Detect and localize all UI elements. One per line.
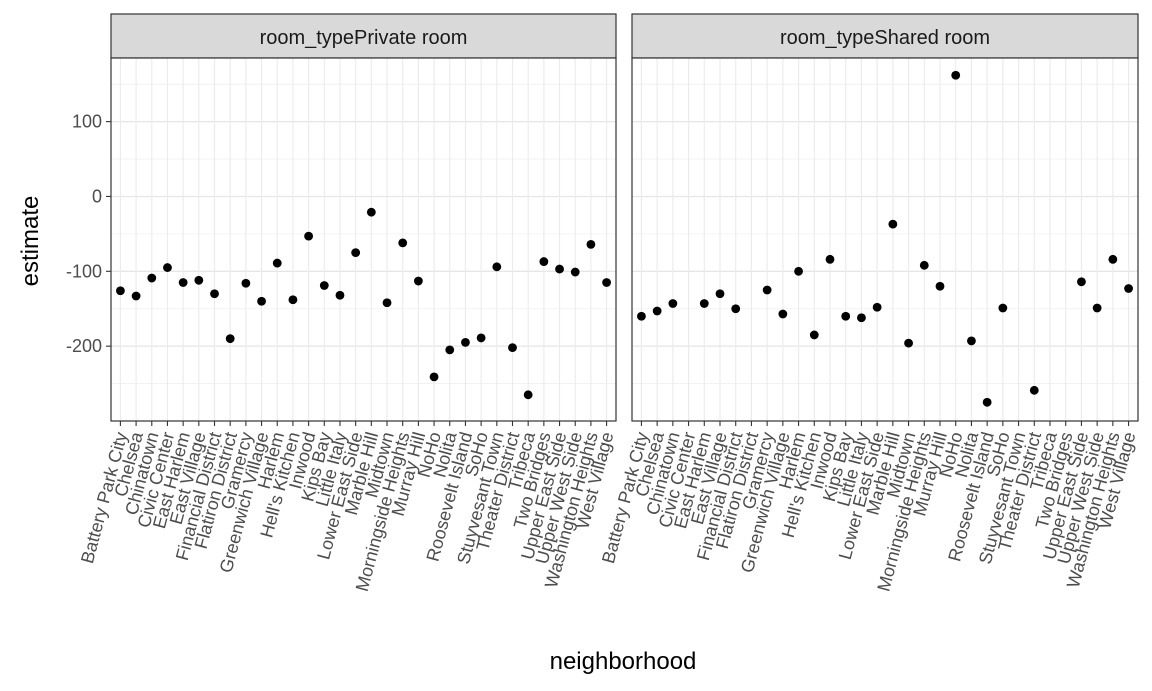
data-point	[1077, 277, 1086, 287]
data-point	[194, 275, 204, 285]
data-point	[919, 260, 929, 270]
y-tick-label: -100	[66, 261, 102, 281]
data-point	[288, 295, 298, 305]
y-tick-label: 0	[92, 186, 102, 206]
data-point	[492, 262, 502, 272]
data-point	[429, 372, 439, 382]
data-point	[935, 281, 945, 291]
data-point	[147, 273, 157, 283]
data-point	[210, 289, 219, 299]
data-point	[241, 278, 251, 288]
data-point	[982, 397, 992, 407]
data-point	[319, 281, 329, 290]
data-point	[1108, 254, 1118, 264]
data-point	[699, 299, 709, 308]
y-tick-label: -200	[66, 336, 102, 356]
data-point	[967, 336, 976, 346]
data-point	[602, 278, 611, 287]
data-point	[131, 291, 141, 301]
data-point	[539, 257, 549, 266]
data-point	[272, 258, 282, 268]
data-point	[1124, 284, 1133, 293]
panel-border	[110, 57, 617, 422]
data-point	[637, 311, 646, 321]
data-point	[398, 238, 408, 248]
panel-background	[632, 58, 1138, 421]
y-tick-label: 100	[72, 112, 102, 132]
data-point	[508, 343, 517, 353]
data-point	[1029, 385, 1039, 395]
data-point	[762, 285, 772, 295]
facet-strip-label: room_typePrivate room	[260, 27, 468, 49]
data-point	[304, 231, 314, 241]
data-point	[872, 302, 882, 312]
data-point	[366, 207, 376, 217]
data-point	[1092, 303, 1102, 313]
data-point	[382, 298, 392, 308]
y-axis: 100 0 -100 -200	[66, 112, 111, 356]
data-point	[857, 313, 866, 323]
data-point	[116, 286, 125, 296]
data-point	[570, 267, 580, 277]
data-point	[904, 338, 913, 348]
data-point	[668, 299, 678, 308]
data-point	[445, 345, 455, 355]
data-point	[841, 311, 851, 321]
data-point	[586, 239, 596, 249]
panel-border	[631, 57, 1139, 422]
data-point	[178, 278, 188, 287]
data-point	[652, 306, 662, 316]
data-point	[523, 390, 533, 400]
data-point	[825, 254, 835, 264]
data-point	[351, 248, 361, 257]
data-point	[998, 303, 1008, 313]
data-point	[257, 296, 266, 306]
facet-strip	[631, 13, 1139, 59]
data-point	[778, 309, 788, 319]
data-point	[476, 333, 486, 343]
facet-strip-label: room_typeShared room	[780, 27, 990, 49]
data-point	[951, 70, 961, 80]
data-point	[413, 276, 423, 286]
data-point	[888, 219, 898, 229]
data-point	[163, 263, 172, 272]
facet-strip	[110, 13, 617, 59]
data-point	[225, 334, 235, 344]
data-point	[794, 266, 803, 276]
data-point	[335, 290, 345, 300]
data-point	[731, 304, 741, 314]
data-point	[555, 264, 564, 274]
panel-background	[111, 58, 616, 421]
y-axis-title: estimate	[17, 196, 44, 287]
data-point	[715, 289, 725, 299]
x-axis-title: neighborhood	[550, 648, 697, 675]
data-point	[809, 330, 819, 340]
data-point	[461, 338, 470, 347]
